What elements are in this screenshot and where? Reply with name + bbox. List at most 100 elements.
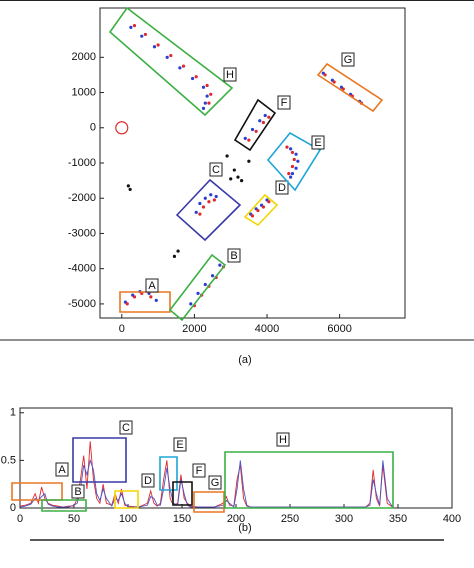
point (207, 200, 211, 204)
annotation-box (108, 6, 234, 117)
y-tick-label: -2000 (68, 192, 96, 204)
point (214, 194, 218, 199)
annotation-box (114, 490, 139, 509)
annotation-tag (227, 248, 241, 263)
x-tick-label: 300 (335, 513, 353, 525)
x-tick-label: 100 (119, 513, 137, 525)
point (201, 205, 206, 209)
point (290, 150, 295, 155)
plot-frame (99, 7, 406, 319)
point (209, 92, 213, 96)
point (267, 200, 271, 204)
point (243, 136, 247, 140)
annotation-tag (276, 432, 290, 447)
point (289, 175, 293, 179)
annotation-box (243, 193, 279, 227)
point (181, 64, 186, 68)
point (128, 187, 132, 192)
point (132, 295, 137, 299)
y-tick-label: -5000 (68, 298, 96, 310)
annotation-tag (209, 162, 223, 177)
annotation-label: E (314, 137, 321, 149)
annotation-tag (145, 278, 159, 293)
point (225, 154, 229, 158)
point (332, 80, 336, 84)
annotation-label: C (212, 164, 220, 176)
y-tick-label: 2000 (72, 51, 96, 63)
y-tick-label: 0 (90, 122, 96, 134)
annotation-label: G (344, 54, 353, 66)
x-tick-label: 200 (227, 513, 245, 525)
point (129, 25, 133, 29)
point (250, 127, 255, 132)
point (267, 115, 271, 119)
point (289, 147, 293, 151)
y-tick-label: -4000 (68, 263, 96, 275)
point (261, 205, 265, 209)
x-tick-label: 400 (443, 513, 461, 525)
point (212, 198, 216, 202)
annotation-label: G (211, 477, 220, 489)
annotation-box (316, 62, 384, 113)
point (156, 43, 160, 47)
x-tick-label: 150 (173, 513, 191, 525)
point (203, 101, 207, 105)
point (194, 210, 198, 214)
annotation-tag (192, 463, 206, 478)
x-tick-label: 250 (281, 513, 299, 525)
point (247, 159, 251, 163)
caption: (b) (238, 522, 251, 534)
annotation-label: A (58, 464, 66, 476)
annotation-tag (277, 95, 291, 110)
annotation-label: D (278, 182, 286, 194)
annotation-tag (119, 420, 133, 435)
annotation-label: F (196, 465, 203, 477)
annotation-label: H (226, 69, 234, 81)
point (165, 55, 169, 59)
point (152, 45, 157, 49)
point (205, 94, 209, 98)
point (218, 263, 222, 267)
point (115, 121, 129, 135)
annotation-tag (223, 67, 237, 82)
y-tick-label: 1000 (72, 86, 96, 98)
x-tick-label: 0 (119, 323, 125, 335)
point (285, 145, 289, 149)
annotation-tag (55, 462, 69, 477)
point (178, 66, 182, 70)
annotation-box (41, 499, 87, 512)
point (205, 83, 209, 88)
annotation-label: C (122, 422, 130, 434)
x-tick-label: 50 (68, 513, 80, 525)
point (203, 282, 207, 287)
y-tick-label: 1 (10, 407, 16, 419)
caption: (a) (238, 354, 251, 366)
point (229, 177, 233, 181)
point (323, 73, 327, 77)
annotation-box (159, 456, 178, 491)
point (207, 101, 211, 105)
annotation-tag (141, 473, 155, 488)
point (210, 274, 215, 278)
point (341, 87, 345, 91)
y-tick-label: 0 (10, 502, 16, 514)
point (256, 208, 260, 213)
point (296, 159, 300, 163)
point (290, 164, 295, 169)
point (132, 24, 137, 28)
point (198, 201, 202, 206)
annotation-label: B (74, 486, 81, 498)
point (149, 295, 153, 299)
point (261, 120, 265, 125)
annotation-box (168, 253, 227, 322)
annotation-box (119, 291, 171, 313)
annotation-label: D (144, 475, 152, 487)
annotation-label: A (148, 280, 156, 292)
point (198, 212, 202, 216)
point (292, 157, 296, 162)
annotation-tag (173, 437, 187, 452)
point (203, 196, 207, 200)
x-tick-label: 0 (17, 513, 23, 525)
point (287, 171, 291, 176)
